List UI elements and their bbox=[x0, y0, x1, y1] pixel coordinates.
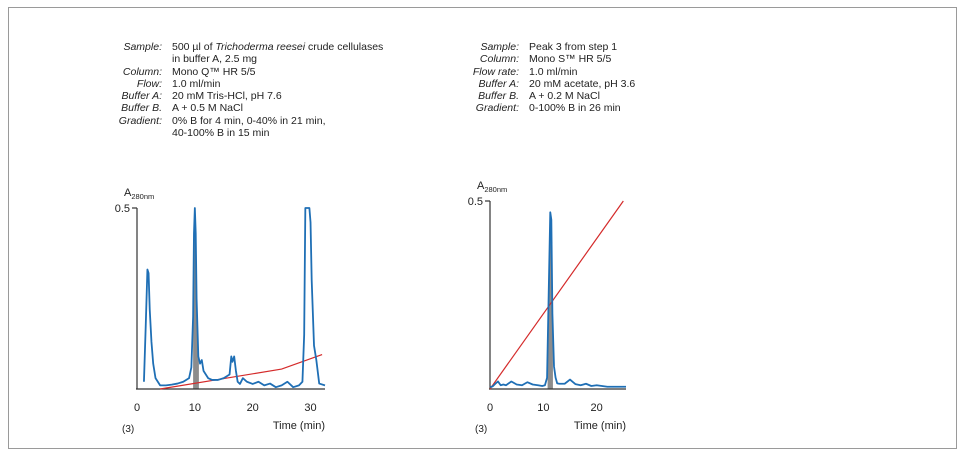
x-axis-label: Time (min) bbox=[574, 420, 626, 432]
param-row: Flow: 1.0 ml/min bbox=[100, 78, 383, 90]
param-label: Flow rate: bbox=[472, 65, 519, 78]
param-value: 1.0 ml/min bbox=[529, 65, 578, 78]
y-axis-label: A280nm bbox=[477, 180, 507, 194]
absorbance-trace bbox=[489, 211, 626, 388]
figure-annotation: (3) bbox=[122, 424, 134, 435]
param-row-sample: Sample: 500 µl of Trichoderma reesei cru… bbox=[100, 41, 383, 53]
absorbance-trace bbox=[143, 207, 326, 389]
param-value: Mono Q™ HR 5/5 bbox=[172, 65, 256, 78]
param-label: Gradient: bbox=[475, 102, 519, 115]
param-label: Gradient: bbox=[118, 114, 162, 127]
y-tick-label: 0.5 bbox=[115, 203, 130, 215]
method-parameters-step-1: Sample: 500 µl of Trichoderma reesei cru… bbox=[100, 41, 384, 139]
param-value: 20 mM Tris-HCl, pH 7.6 bbox=[172, 90, 282, 103]
organism-name: Trichoderma reesei bbox=[215, 41, 306, 53]
x-tick-label: 20 bbox=[591, 402, 603, 414]
param-row: Buffer A: 20 mM Tris-HCl, pH 7.6 bbox=[100, 90, 383, 102]
param-row: Gradient: 0% B for 4 min, 0-40% in 21 min… bbox=[100, 115, 383, 127]
param-value: Peak 3 from step 1 bbox=[529, 41, 618, 53]
param-value: A + 0.2 M NaCl bbox=[529, 90, 600, 103]
param-value: A + 0.5 M NaCl bbox=[172, 102, 243, 115]
x-tick-label: 10 bbox=[537, 402, 549, 414]
method-parameters-step-2: Sample: Peak 3 from step 1 Column: Mono S™… bbox=[455, 41, 635, 115]
param-row: in buffer A, 2.5 mg bbox=[100, 53, 383, 65]
figure-frame bbox=[8, 7, 957, 449]
x-axis-label: Time (min) bbox=[273, 420, 325, 432]
param-row: Buffer B. A + 0.2 M NaCl bbox=[455, 90, 635, 102]
param-row: Sample: Peak 3 from step 1 bbox=[455, 41, 635, 53]
param-value: Mono S™ HR 5/5 bbox=[529, 53, 612, 66]
param-value: 20 mM acetate, pH 3.6 bbox=[529, 77, 636, 90]
x-tick-label: 10 bbox=[189, 402, 201, 414]
x-tick-label: 0 bbox=[134, 402, 140, 414]
param-label: Sample: bbox=[480, 41, 519, 53]
param-row: 40-100% B in 15 min bbox=[100, 127, 383, 139]
param-row: Gradient: 0-100% B in 26 min bbox=[455, 102, 635, 114]
param-label: Buffer A: bbox=[121, 90, 162, 103]
param-value: 0% B for 4 min, 0-40% in 21 min, bbox=[172, 114, 326, 127]
param-row: Flow rate: 1.0 ml/min bbox=[455, 66, 635, 78]
param-label: Buffer B. bbox=[121, 102, 162, 115]
param-label: Flow: bbox=[136, 77, 162, 90]
x-tick-label: 20 bbox=[247, 402, 259, 414]
param-value: 0-100% B in 26 min bbox=[529, 102, 621, 115]
param-row: Buffer B. A + 0.5 M NaCl bbox=[100, 102, 383, 114]
param-row: Column: Mono Q™ HR 5/5 bbox=[100, 66, 383, 78]
param-label: Column: bbox=[122, 65, 162, 78]
gradient-line bbox=[160, 354, 323, 390]
param-value: 1.0 ml/min bbox=[172, 77, 221, 90]
x-tick-label: 0 bbox=[487, 402, 493, 414]
figure-annotation: (3) bbox=[475, 424, 487, 435]
param-label: Buffer B. bbox=[478, 90, 519, 103]
param-label: Column: bbox=[479, 53, 519, 66]
y-tick-label: 0.5 bbox=[468, 196, 483, 208]
param-value: 500 µl of Trichoderma reesei crude cellu… bbox=[172, 41, 384, 53]
param-row: Buffer A: 20 mM acetate, pH 3.6 bbox=[455, 77, 636, 90]
param-value: 40-100% B in 15 min bbox=[172, 127, 270, 140]
param-label: Sample: bbox=[123, 41, 162, 53]
gradient-line bbox=[489, 200, 624, 390]
x-tick-label: 30 bbox=[304, 402, 316, 414]
param-label: Buffer A: bbox=[478, 77, 519, 90]
param-value: in buffer A, 2.5 mg bbox=[172, 53, 258, 66]
param-row: Column: Mono S™ HR 5/5 bbox=[455, 53, 635, 65]
y-axis-label: A280nm bbox=[124, 187, 154, 201]
